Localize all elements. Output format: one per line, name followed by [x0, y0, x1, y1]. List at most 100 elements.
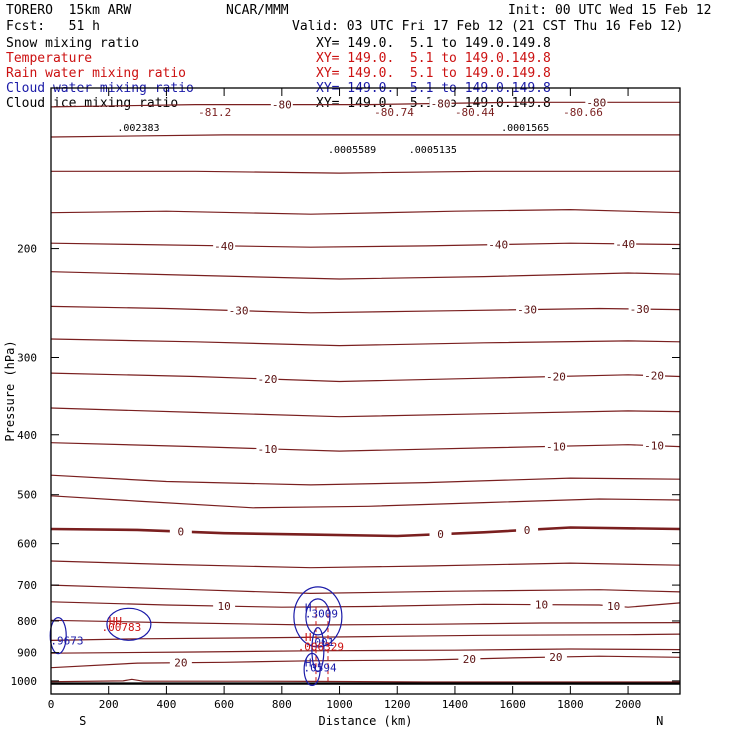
- legend-snow-xy: XY= 149.0. 5.1 to 149.0.149.8: [316, 36, 551, 51]
- contour-label-gap: [628, 303, 651, 316]
- x-tick-label: 1200: [384, 698, 411, 711]
- temperature-contour-label: 20: [549, 651, 562, 664]
- contour-label-gap: [544, 651, 567, 664]
- contour-label-gap: [213, 239, 236, 252]
- temperature-contour-label: -10: [644, 440, 664, 453]
- y-tick-label: 800: [17, 615, 37, 628]
- temperature-contour: [50, 305, 681, 314]
- temperature-contour: [50, 442, 681, 452]
- temperature-contour: [50, 134, 680, 138]
- temperature-contour: [50, 655, 681, 669]
- temperature-contour: [50, 271, 681, 280]
- y-tick-label: 200: [17, 243, 37, 256]
- x-tick-label: 0: [48, 698, 55, 711]
- temperature-contour-label: 0: [524, 524, 531, 537]
- temperature-contour-label: -10: [257, 443, 277, 456]
- temperature-contour: [50, 584, 681, 595]
- legend-rain: Rain water mixing ratio: [6, 66, 187, 81]
- center-title: NCAR/MMM: [226, 3, 289, 18]
- snow-value-label: .002383: [117, 123, 159, 134]
- valid-time: Valid: 03 UTC Fri 17 Feb 12 (21 CST Thu …: [292, 19, 684, 34]
- cloud-water-max-value: .001: [308, 636, 335, 649]
- model-title: TORERO 15km ARW: [6, 3, 132, 18]
- x-tick-label: 200: [99, 698, 119, 711]
- x-tick-label: 1400: [442, 698, 469, 711]
- x-tick-label: 400: [156, 698, 176, 711]
- x-axis-label: Distance (km): [319, 714, 413, 728]
- temperature-contour-label: -40: [615, 238, 635, 251]
- contour-label-gap: [602, 600, 625, 613]
- y-axis-label: Pressure (hPa): [3, 340, 17, 441]
- temperature-contour-label: -10: [546, 440, 566, 453]
- init-time: Init: 00 UTC Wed 15 Feb 12: [508, 3, 712, 18]
- temperature-contour-label: 0: [178, 526, 185, 539]
- contour-label-gap: [585, 96, 608, 109]
- temperature-extreme-label: -80.74: [374, 106, 414, 119]
- legend-snow: Snow mixing ratio: [6, 36, 140, 51]
- temperature-extreme-label: -80.66: [563, 106, 603, 119]
- contour-label-gap: [227, 304, 250, 317]
- contour-label-gap: [169, 525, 192, 538]
- contour-label-gap: [256, 372, 279, 385]
- forecast-hour: Fcst: 51 h: [6, 19, 100, 34]
- cloud-water-max-value: .0594: [303, 662, 336, 675]
- x-tick-label: 1000: [326, 698, 353, 711]
- snow-value-label: .0005135: [409, 145, 457, 156]
- cloud-water-contour: [49, 617, 67, 655]
- temperature-contour-label: -40: [214, 240, 234, 253]
- legend-temperature: Temperature: [6, 51, 93, 66]
- temperature-contour: [51, 170, 680, 174]
- north-label: N: [656, 714, 663, 728]
- temperature-contour: [50, 242, 681, 248]
- rain-water-max-value: .006329: [298, 640, 344, 653]
- contour-label-gap: [544, 440, 567, 453]
- temperature-contour: [50, 372, 681, 383]
- contour-label-gap: [643, 369, 666, 382]
- rain-max-label: HH: [109, 615, 122, 628]
- y-tick-label: 700: [17, 579, 37, 592]
- plot-frame: [50, 87, 681, 695]
- temperature-contour: [50, 560, 681, 569]
- legend-cloud-ice: Cloud ice mixing ratio: [6, 96, 179, 111]
- temperature-contour-label: 10: [217, 600, 230, 613]
- temperature-contour-label: -80: [431, 97, 451, 110]
- temperature-contour: [50, 648, 681, 654]
- contour-label-gap: [458, 652, 481, 665]
- temperature-contour: [50, 495, 681, 509]
- contour-label-gap: [429, 97, 452, 110]
- cloud-water-contour: [303, 652, 321, 686]
- temperature-contour-label: -30: [229, 305, 249, 318]
- contour-label-gap: [487, 238, 510, 251]
- temperature-contour: [50, 474, 681, 486]
- temperature-contour-label: 10: [535, 599, 548, 612]
- y-tick-label: 300: [17, 351, 37, 364]
- temperature-contour: [50, 601, 681, 608]
- temperature-contour-label: 20: [463, 653, 476, 666]
- snow-value-label: .0005589: [328, 145, 376, 156]
- temperature-contour: [50, 101, 680, 108]
- temperature-contour: [50, 678, 680, 683]
- snow-value-label: .0001565: [501, 123, 549, 134]
- cloud-water-contour: [305, 598, 331, 636]
- cloud-water-max-label: H: [305, 657, 312, 670]
- temperature-contour: [50, 526, 681, 538]
- contour-label-gap: [213, 600, 236, 613]
- temperature-contour-label: 20: [174, 657, 187, 670]
- temperature-contour-label: -80: [272, 99, 292, 112]
- temperature-contour-label: -30: [630, 303, 650, 316]
- x-tick-label: 2000: [615, 698, 642, 711]
- cloud-water-contour: [106, 607, 152, 641]
- cloud-water-contour: [311, 626, 325, 673]
- temperature-contour-label: 10: [607, 600, 620, 613]
- cloud-water-edge-value: .9673: [50, 634, 83, 647]
- legend-rain-xy: XY= 149.0. 5.1 to 149.0.149.8: [316, 66, 551, 81]
- temperature-contour-label: -20: [546, 371, 566, 384]
- y-tick-label: 1000: [11, 675, 38, 688]
- temperature-extreme-label: -80.44: [455, 106, 495, 119]
- rain-max-label: H: [305, 631, 312, 644]
- temperature-contour-label: -30: [517, 304, 537, 317]
- x-tick-label: 1600: [499, 698, 526, 711]
- temperature-contour: [50, 208, 681, 215]
- contour-label-gap: [169, 656, 192, 669]
